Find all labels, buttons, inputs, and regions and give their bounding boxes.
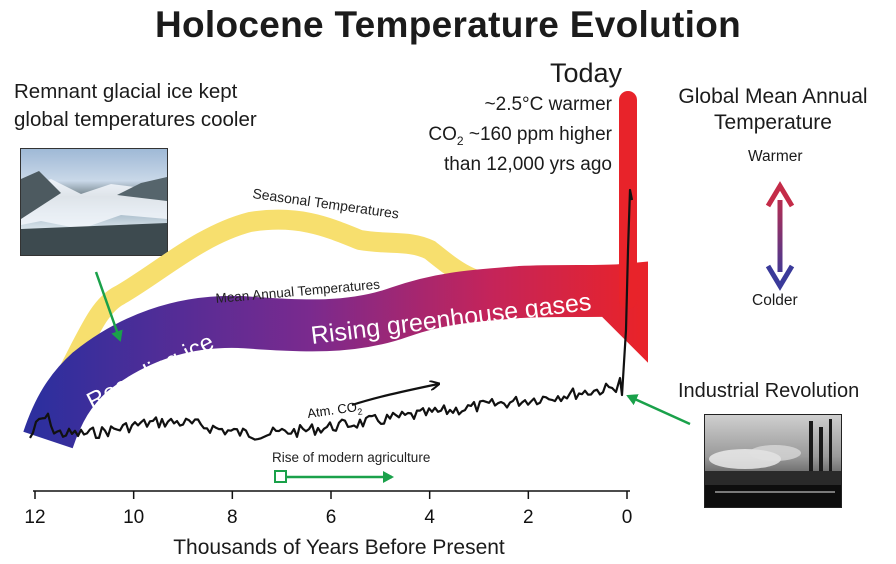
industrial-pointer-arrow <box>626 394 691 426</box>
today-since: than 12,000 yrs ago <box>444 154 612 175</box>
co2-trend-arrow <box>351 384 438 407</box>
x-tick-label: 10 <box>123 507 144 528</box>
factory-photo <box>704 414 842 508</box>
x-axis-label: Thousands of Years Before Present <box>173 536 505 559</box>
co2-label-sub: 2 <box>357 406 363 417</box>
colder-label: Colder <box>752 292 798 309</box>
warmer-arrowhead <box>765 181 795 208</box>
industrial-revolution-label: Industrial Revolution <box>678 380 860 402</box>
global-mean-title-line-2: Temperature <box>714 111 832 134</box>
x-axis-ticks: 12 10 8 6 4 2 0 <box>24 491 632 528</box>
global-mean-title-line-1: Global Mean Annual <box>678 85 868 108</box>
glacier-pointer-arrow <box>94 271 123 342</box>
today-heading: Today <box>549 58 622 88</box>
x-tick-label: 4 <box>424 507 435 528</box>
today-co2-prefix: CO <box>428 124 457 145</box>
page-title: Holocene Temperature Evolution <box>154 4 742 45</box>
glacier-photo <box>20 148 168 256</box>
global-mean-title: Global Mean Annual Temperature <box>650 84 896 136</box>
mean-annual-temperature-band <box>23 261 648 449</box>
today-co2: CO2 ~160 ppm higher <box>360 124 612 148</box>
x-tick-label: 2 <box>523 507 534 528</box>
today-warmer: ~2.5°C warmer <box>484 94 612 115</box>
co2-label: Atm. CO2 <box>306 398 363 423</box>
today-co2-suffix: ~160 ppm higher <box>463 124 612 145</box>
x-tick-label: 12 <box>24 507 45 528</box>
agriculture-marker-box <box>274 470 287 483</box>
co2-record-line <box>29 188 634 441</box>
co2-label-prefix: Atm. CO <box>306 399 357 421</box>
today-co2-sub: 2 <box>456 133 464 148</box>
warmer-label: Warmer <box>748 148 803 165</box>
remnant-ice-caption: Remnant glacial ice kept global temperat… <box>14 78 314 134</box>
x-tick-label: 6 <box>326 507 337 528</box>
x-tick-label: 8 <box>227 507 238 528</box>
colder-arrowhead <box>765 264 795 291</box>
remnant-line-2: global temperatures cooler <box>14 108 257 131</box>
remnant-line-1: Remnant glacial ice kept <box>14 80 238 103</box>
agriculture-label: Rise of modern agriculture <box>272 450 430 465</box>
x-tick-label: 0 <box>622 507 633 528</box>
seasonal-temperature-band <box>57 209 512 381</box>
